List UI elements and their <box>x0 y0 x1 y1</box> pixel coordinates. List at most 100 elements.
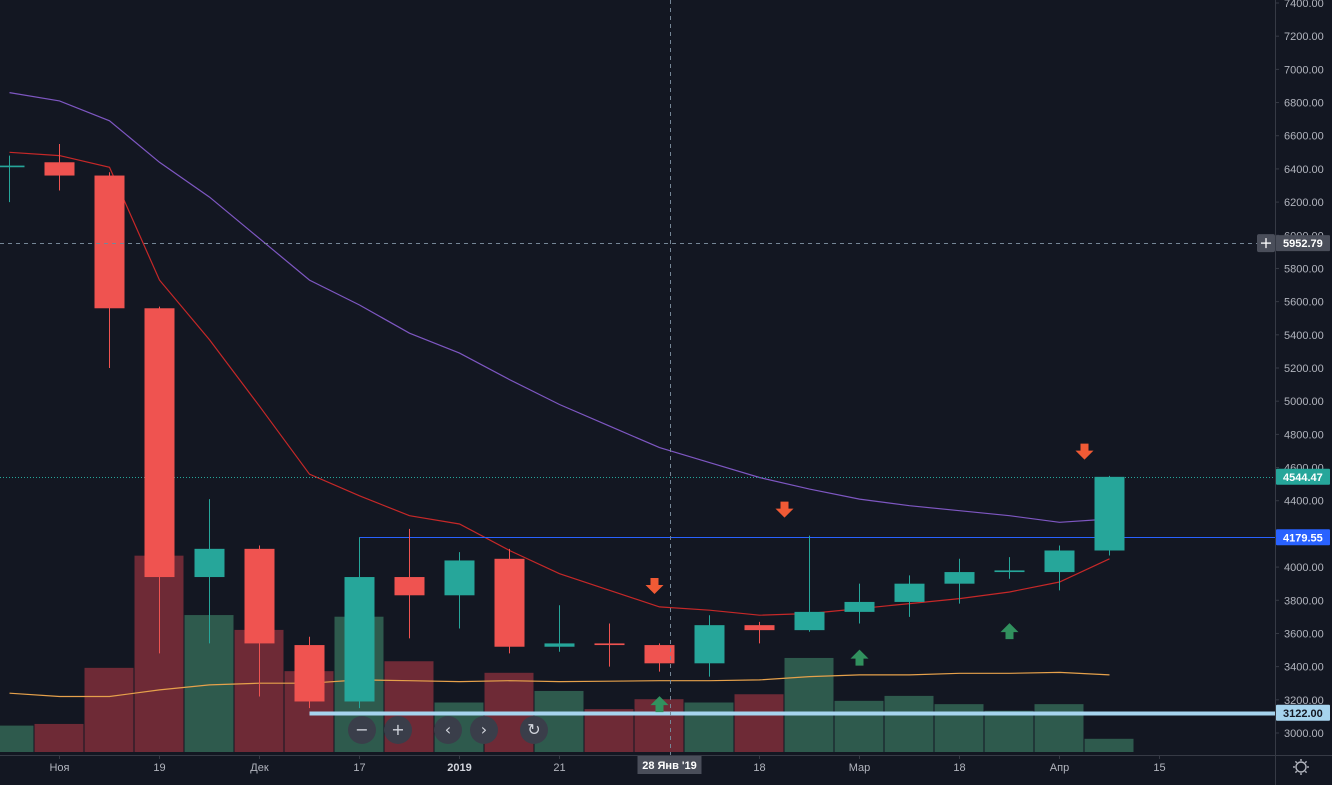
resistance-price-tag-label: 4179.55 <box>1283 532 1323 544</box>
candle-body <box>144 308 175 578</box>
price-tick-label: 3800.00 <box>1284 595 1324 607</box>
candle-body <box>794 611 825 631</box>
price-tick-label: 4400.00 <box>1284 496 1324 508</box>
candle-body <box>644 645 675 664</box>
volume-bar <box>884 695 934 752</box>
time-tick-label: Дек <box>250 762 269 774</box>
volume-layer <box>0 555 1134 752</box>
zoom-in-button[interactable]: + <box>384 716 412 744</box>
time-tick-label: 19 <box>153 762 165 774</box>
price-tick-label: 3400.00 <box>1284 662 1324 674</box>
crosshair <box>0 0 1275 755</box>
support-price-tag-label: 3122.00 <box>1283 708 1323 720</box>
plus-icon: + <box>391 720 405 739</box>
volume-bar <box>1034 704 1084 752</box>
scroll-right-button[interactable]: › <box>470 716 498 744</box>
price-axis-background <box>1275 0 1332 785</box>
price-axis[interactable]: 3000.00 3200.00 3400.00 3600.00 3800.00 4000.… <box>1275 0 1324 740</box>
zoom-out-button[interactable]: − <box>348 716 376 744</box>
candle-body <box>844 601 875 612</box>
volume-bar <box>0 725 34 752</box>
crosshair-date-label: 28 Янв '19 <box>642 760 697 772</box>
reset-view-button[interactable]: ↻ <box>520 716 548 744</box>
price-tick-label: 6400.00 <box>1284 164 1324 176</box>
support-price-tag <box>1276 704 1330 721</box>
moving-average-line <box>9 671 1110 698</box>
time-tick-label: 15 <box>1153 762 1165 774</box>
price-tick-label: 6600.00 <box>1284 131 1324 143</box>
volume-bar <box>84 667 134 752</box>
buy-arrow-icon <box>1000 623 1019 640</box>
candle-body <box>444 560 475 596</box>
price-tick-label: 5400.00 <box>1284 330 1324 342</box>
price-tick-label: 4000.00 <box>1284 562 1324 574</box>
candle-body <box>694 625 725 664</box>
sell-arrow-icon <box>645 578 664 594</box>
price-tick-label: 6200.00 <box>1284 197 1324 209</box>
volume-bar <box>584 709 634 752</box>
crosshair-date-tag <box>637 756 702 774</box>
buy-arrow-icon <box>850 649 869 666</box>
price-tick-label: 6800.00 <box>1284 98 1324 110</box>
candle-body <box>594 643 625 646</box>
candle-body <box>44 162 75 176</box>
volume-bar <box>684 702 734 752</box>
volume-bar <box>734 694 784 752</box>
price-tick-label: 7200.00 <box>1284 31 1324 43</box>
crosshair-price-tag <box>1276 235 1330 252</box>
price-tick-label: 3200.00 <box>1284 695 1324 707</box>
candle-body <box>894 583 925 602</box>
volume-bar <box>934 704 984 752</box>
time-tick-label: Ноя <box>49 762 69 774</box>
price-tick-label: 5200.00 <box>1284 363 1324 375</box>
time-tick-label: 17 <box>353 762 365 774</box>
candle-body <box>244 548 275 644</box>
candle-body <box>0 165 25 168</box>
candle-body <box>494 558 525 647</box>
candle-body <box>94 175 125 309</box>
price-tick-label: 3000.00 <box>1284 728 1324 740</box>
price-tick-label: 5000.00 <box>1284 396 1324 408</box>
volume-bar <box>834 700 884 752</box>
volume-bar <box>784 657 834 752</box>
moving-average-line <box>9 92 1110 523</box>
signals-layer <box>645 443 1094 713</box>
candle-body <box>344 577 375 702</box>
candle-body <box>1044 550 1075 573</box>
resistance-price-tag <box>1276 529 1330 546</box>
minus-icon: − <box>355 720 369 739</box>
scroll-left-button[interactable]: ‹ <box>434 716 462 744</box>
settings-gear-icon[interactable] <box>1293 759 1309 775</box>
candle-body <box>744 625 775 631</box>
price-tick-label: 4800.00 <box>1284 429 1324 441</box>
moving-average-layer <box>9 92 1110 698</box>
candle-body <box>1094 476 1125 551</box>
time-tick-label: 18 <box>753 762 765 774</box>
candles-layer <box>0 144 1125 709</box>
time-tick-label: 18 <box>953 762 965 774</box>
reset-icon: ↻ <box>527 720 541 739</box>
sell-arrow-icon <box>1075 443 1094 460</box>
price-tick-label: 7000.00 <box>1284 64 1324 76</box>
price-tick-label: 3600.00 <box>1284 628 1324 640</box>
last-price-tag <box>1276 468 1330 485</box>
candle-body <box>394 577 425 596</box>
candle-body <box>994 570 1025 573</box>
price-tick-label: 7400.00 <box>1284 0 1324 10</box>
moving-average-line <box>9 151 1110 616</box>
price-tick-label: 5600.00 <box>1284 297 1324 309</box>
sell-arrow-icon <box>775 501 794 518</box>
last-price-tag-label: 4544.47 <box>1283 472 1323 484</box>
chevron-left-icon: ‹ <box>444 720 452 739</box>
chevron-right-icon: › <box>480 720 488 739</box>
time-tick-label: 21 <box>553 762 565 774</box>
candle-body <box>544 643 575 647</box>
volume-bar <box>34 723 84 752</box>
time-tick-label: Апр <box>1050 762 1069 774</box>
candle-body <box>194 548 225 578</box>
crosshair-price-tag-label: 5952.79 <box>1283 238 1323 250</box>
price-tick-label: 5800.00 <box>1284 263 1324 275</box>
price-tags: 4179.55 3122.00 4544.47 5952.79 28 Янв '19 <box>637 234 1330 774</box>
buy-arrow-icon <box>650 696 669 713</box>
